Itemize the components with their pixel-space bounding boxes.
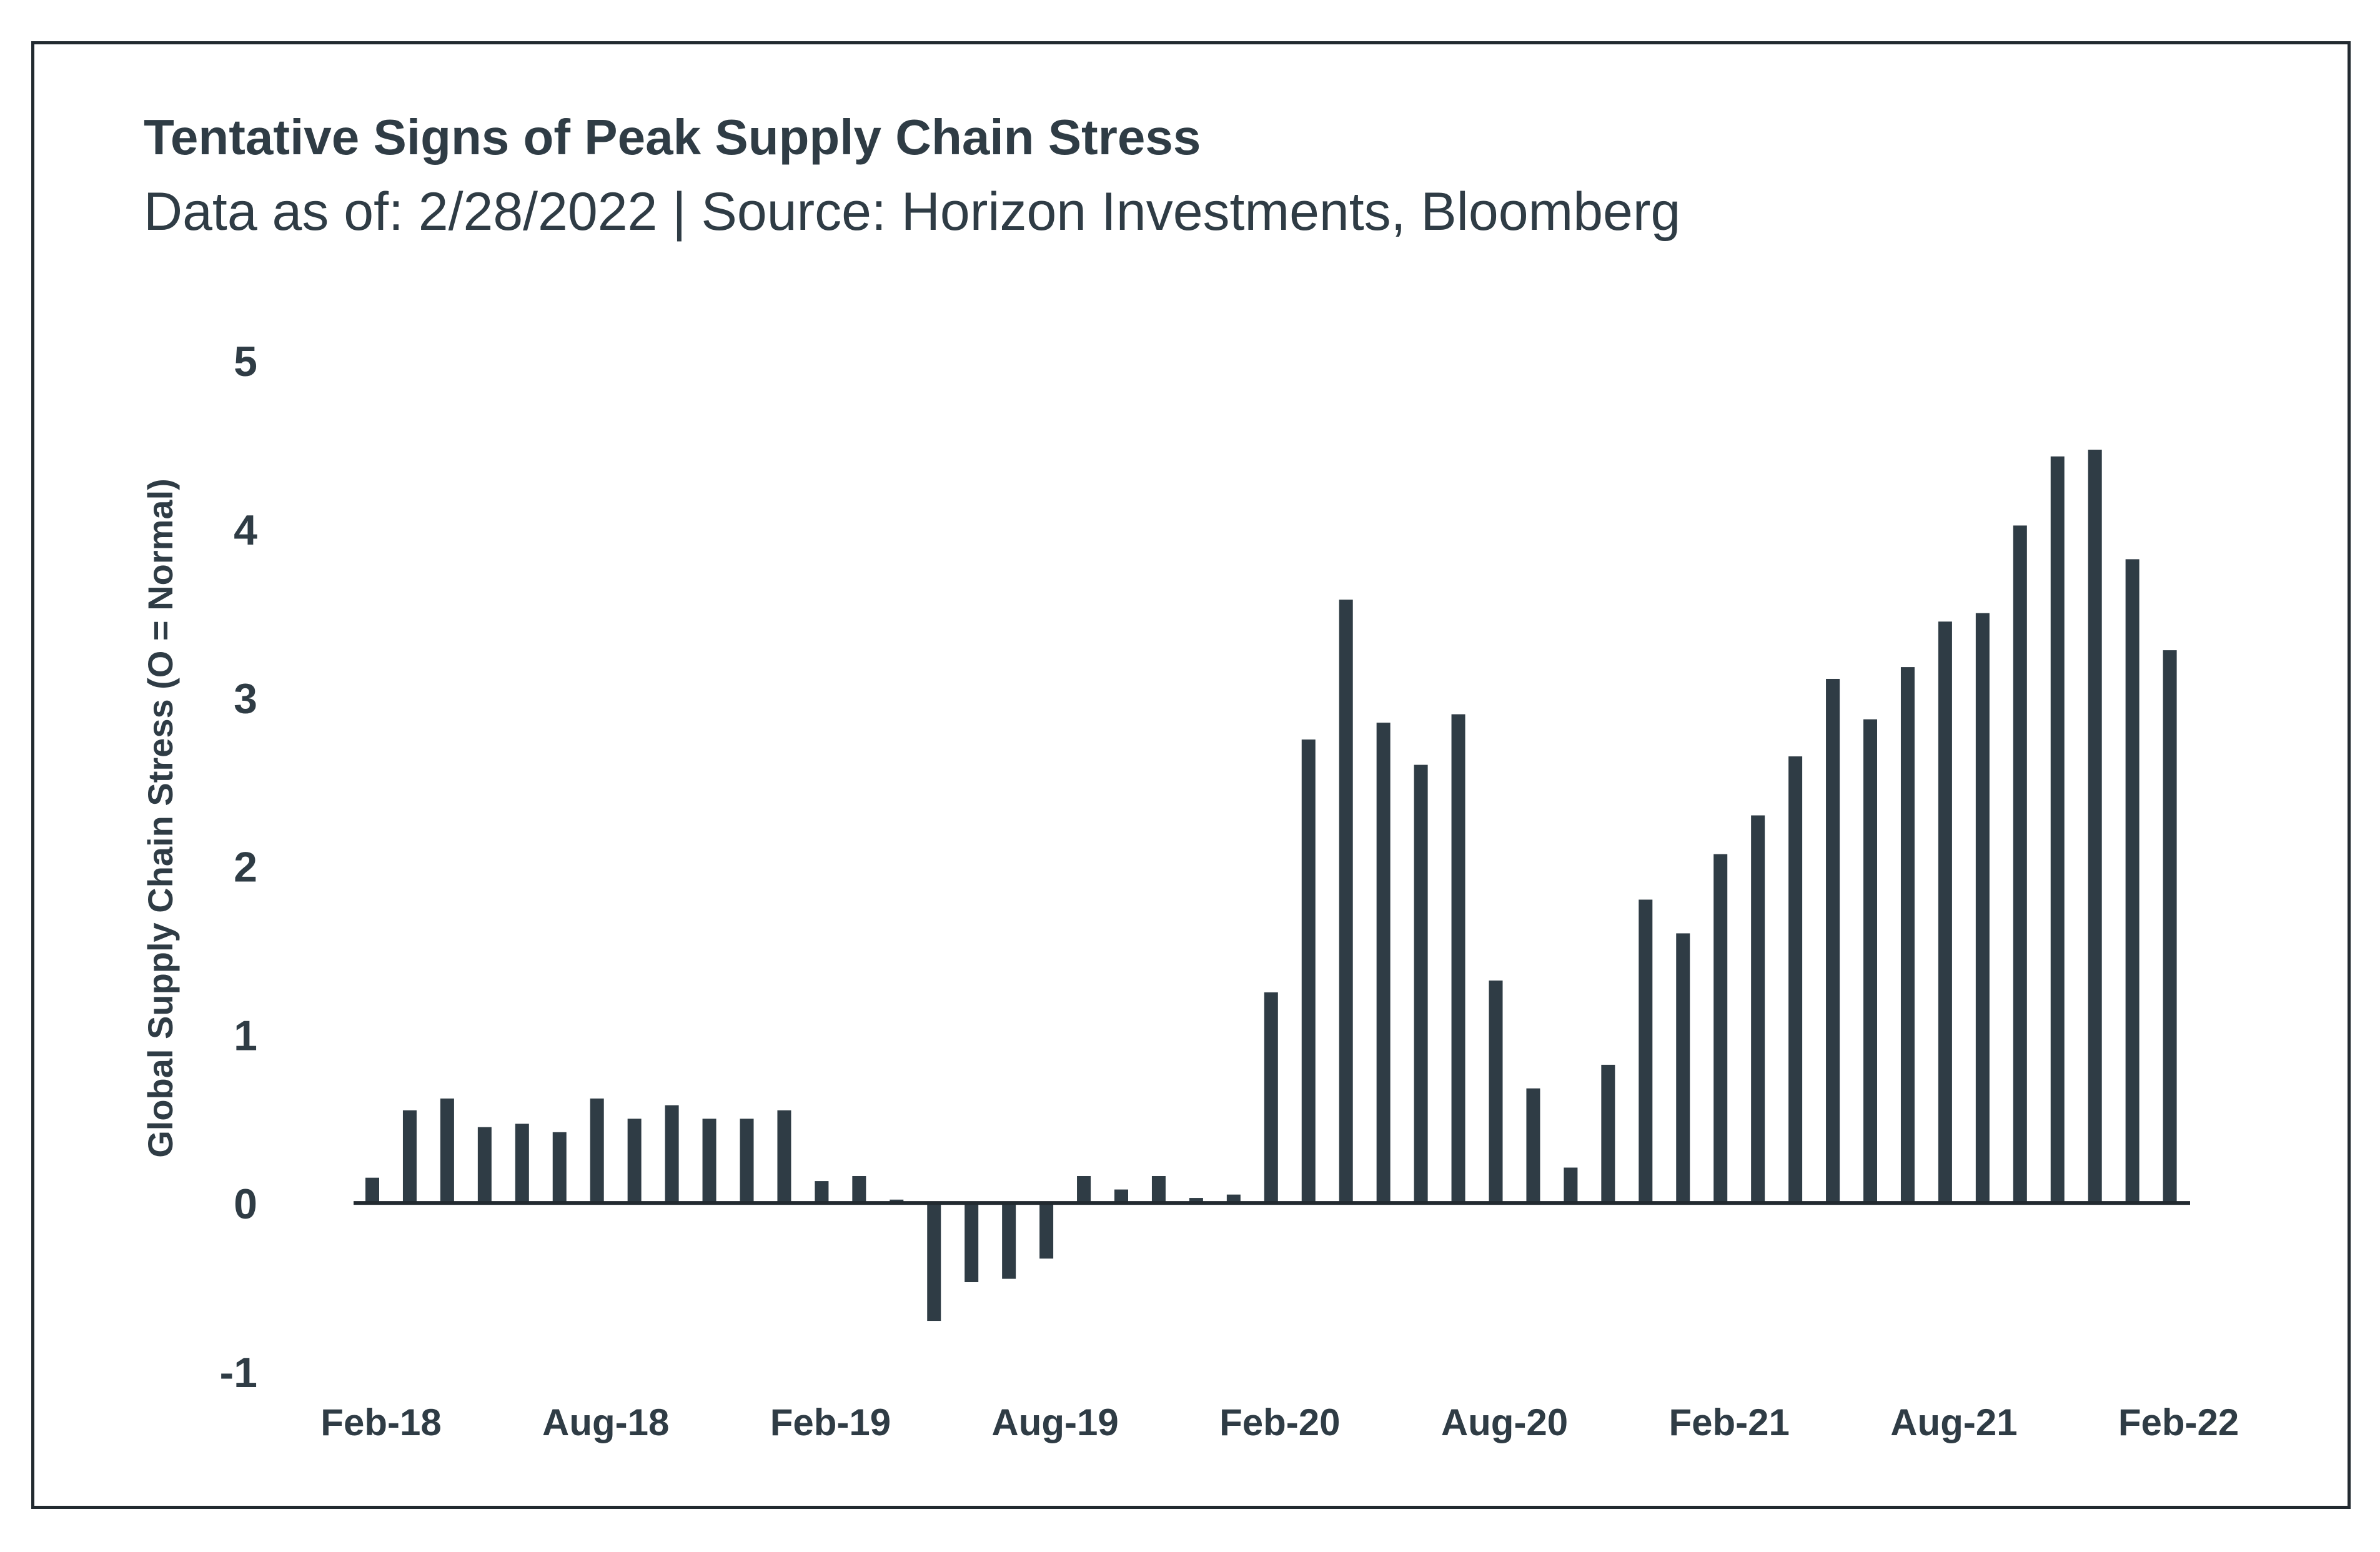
bar-Feb-22 [2163,650,2177,1204]
bar-Oct-21 [2013,525,2027,1204]
bar-Nov-20 [1601,1064,1615,1204]
bar-Jul-21 [1900,667,1915,1204]
x-tick-label: Aug-20 [1441,1401,1568,1443]
x-tick-label: Aug-18 [542,1401,669,1443]
bar-May-18 [477,1127,492,1204]
bar-Mar-18 [402,1110,417,1204]
bar-Aug-18 [590,1098,604,1204]
bar-Dec-19 [1189,1198,1203,1204]
x-tick-label: Feb-19 [770,1401,891,1443]
x-tick-label: Feb-18 [320,1401,441,1443]
bar-Jan-20 [1226,1194,1241,1204]
chart-subtitle: Data as of: 2/28/2022 | Source: Horizon … [144,182,1681,242]
bar-Jun-20 [1414,764,1428,1204]
chart-title: Tentative Signs of Peak Supply Chain Str… [144,109,1201,165]
bar-Dec-18 [740,1119,754,1204]
bar-Aug-19 [1039,1203,1054,1259]
y-tick-label: 2 [234,844,257,891]
bar-May-20 [1376,723,1391,1204]
x-tick-label: Feb-22 [2118,1401,2239,1443]
bar-Jul-19 [1002,1203,1016,1279]
chart-frame [31,41,2351,1509]
bar-Apr-18 [440,1098,454,1204]
y-tick-label: 0 [234,1180,257,1228]
bar-Aug-20 [1489,980,1503,1204]
y-tick-label: -1 [220,1349,257,1396]
y-tick-label: 4 [234,507,257,554]
bar-May-21 [1826,678,1840,1204]
bar-Jun-21 [1863,719,1877,1204]
bar-Sep-19 [1077,1175,1091,1204]
y-axis-title: Global Supply Chain Stress (O = Normal) [141,478,180,1158]
bar-Jan-21 [1676,933,1690,1204]
bar-Oct-19 [1114,1189,1128,1204]
bar-Aug-21 [1938,621,1952,1204]
bar-Nov-19 [1151,1175,1166,1204]
bar-Sep-21 [1975,613,1990,1204]
bar-Nov-18 [702,1119,716,1204]
x-tick-label: Aug-21 [1890,1401,2017,1443]
bar-Feb-18 [365,1177,379,1204]
y-axis-ticks: 5 4 3 2 1 0 -1 [220,338,258,1396]
y-axis-title-group: Global Supply Chain Stress (O = Normal) [141,478,180,1158]
y-tick-label: 5 [234,338,257,385]
x-axis-ticks: Feb-18 Aug-18 Feb-19 Aug-19 Feb-20 Aug-20 Feb-… [320,1401,2239,1443]
bar-Feb-21 [1713,854,1728,1204]
bar-Oct-20 [1564,1167,1578,1204]
y-tick-label: 1 [234,1012,257,1059]
bar-Jan-22 [2125,559,2140,1204]
bar-Apr-21 [1788,756,1803,1204]
bar-Jul-18 [552,1132,567,1204]
bar-Nov-21 [2050,456,2065,1204]
x-tick-label: Feb-20 [1219,1401,1340,1443]
y-tick-label: 3 [234,675,257,723]
bar-Dec-20 [1639,899,1653,1204]
bar-Mar-20 [1301,739,1316,1204]
x-tick-label: Feb-21 [1669,1401,1790,1443]
bar-Sep-18 [627,1119,642,1204]
bar-May-19 [927,1203,941,1322]
bar-Sep-20 [1526,1088,1540,1204]
bar-Jun-19 [964,1203,979,1282]
x-tick-label: Aug-19 [991,1401,1118,1443]
bar-Jul-20 [1451,714,1465,1204]
bars [365,450,2177,1322]
bar-Jan-19 [777,1110,791,1204]
bar-Mar-21 [1751,815,1765,1204]
bar-Apr-20 [1339,600,1353,1204]
bar-Dec-21 [2088,450,2102,1204]
bar-Mar-19 [852,1175,866,1204]
bar-Oct-18 [665,1105,679,1204]
bar-Jun-18 [515,1124,529,1204]
bar-Feb-19 [815,1181,829,1204]
bar-Feb-20 [1264,992,1278,1204]
